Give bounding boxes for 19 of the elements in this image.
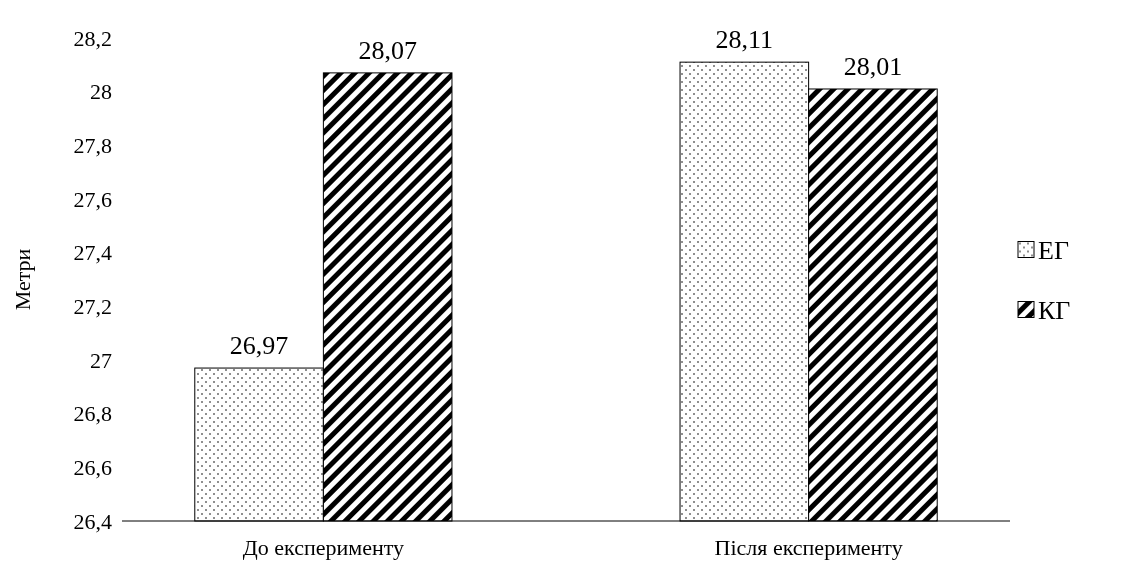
y-axis-title: Метри: [10, 248, 35, 311]
legend-label: ЕГ: [1038, 235, 1069, 265]
y-tick-label: 28,2: [73, 25, 112, 51]
y-tick-label: 27,4: [73, 240, 112, 266]
y-tick-label: 26,6: [73, 454, 112, 480]
data-label: 28,01: [843, 51, 903, 81]
x-tick-label: Після експерименту: [714, 534, 903, 560]
y-tick-label: 26,8: [73, 401, 112, 427]
data-label: 28,11: [715, 25, 774, 55]
y-tick-label: 27,8: [73, 132, 112, 158]
data-label: 26,97: [229, 331, 289, 361]
legend-label: КГ: [1038, 295, 1071, 325]
y-tick-label: 27,2: [73, 293, 112, 319]
x-tick-label: До експерименту: [242, 534, 405, 560]
y-tick-label: 27,6: [73, 186, 112, 212]
y-tick-label: 27: [90, 347, 112, 373]
y-tick-label: 26,4: [73, 508, 112, 534]
data-label: 28,07: [358, 35, 417, 65]
y-tick-label: 28: [90, 79, 112, 105]
